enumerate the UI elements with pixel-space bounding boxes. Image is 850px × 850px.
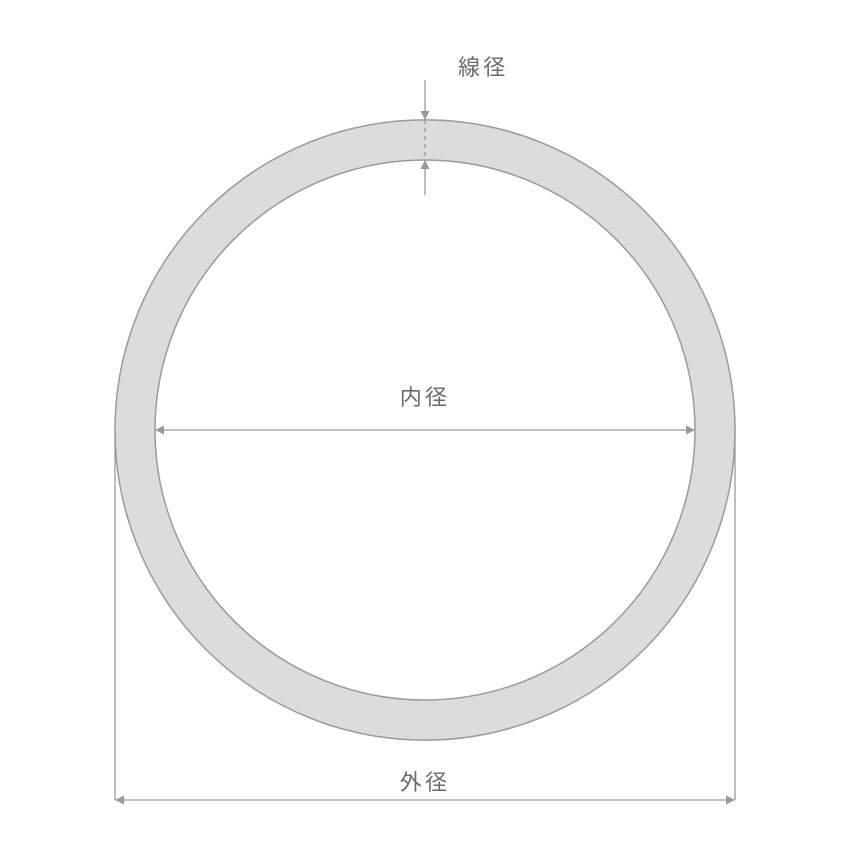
ring-dimension-diagram: 線径内径外径 (0, 0, 850, 850)
wire-diameter-label: 線径 (458, 50, 509, 82)
outer-diameter-label: 外径 (400, 765, 451, 797)
inner-diameter-label: 内径 (400, 380, 451, 412)
